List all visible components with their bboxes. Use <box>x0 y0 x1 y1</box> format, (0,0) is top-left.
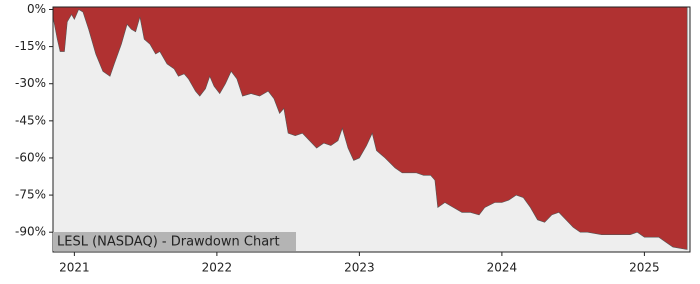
marks <box>52 6 688 250</box>
plot-frame <box>52 6 691 253</box>
title-box <box>53 232 296 251</box>
chart-title: LESL (NASDAQ) - Drawdown Chart <box>57 235 280 250</box>
x-tick-label: 2025 <box>629 261 660 275</box>
y-tick-label: 0% <box>27 2 46 16</box>
y-tick-label: -15% <box>15 39 46 53</box>
x-tick-label: 2024 <box>487 261 518 275</box>
x-tick-label: 2023 <box>344 261 375 275</box>
y-tick-label: -45% <box>15 113 46 127</box>
y-tick-label: -90% <box>15 225 46 239</box>
y-tick-label: -60% <box>15 150 46 164</box>
drawdown-area <box>52 6 688 250</box>
y-tick-label: -75% <box>15 188 46 202</box>
y-tick-label: -30% <box>15 76 46 90</box>
x-tick-label: 2022 <box>202 261 233 275</box>
x-tick-label: 2021 <box>59 261 90 275</box>
